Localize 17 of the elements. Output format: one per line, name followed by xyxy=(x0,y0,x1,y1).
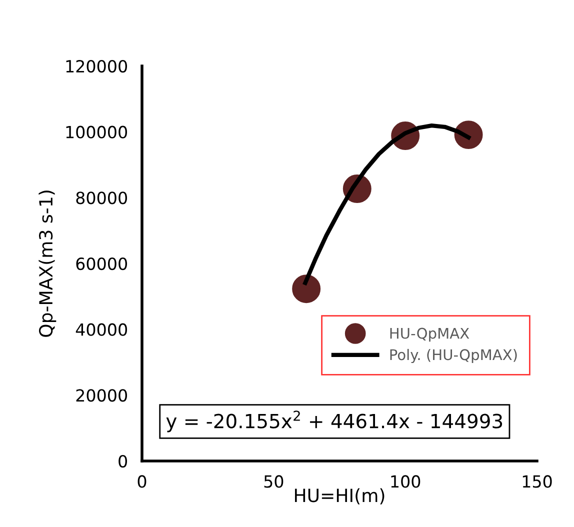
y-tick-label: 40000 xyxy=(76,323,128,336)
y-tick-label: 80000 xyxy=(76,192,128,204)
legend-label: Poly. (HU-QpMAX) xyxy=(390,348,517,364)
point xyxy=(292,274,321,304)
legend-label: HU-QpMAX xyxy=(390,328,470,342)
x-tick-label: 50 xyxy=(264,475,284,488)
x-axis-title: HU=HI(m) xyxy=(295,488,384,504)
y-axis-title: Qp-MAX(m3 s-1) xyxy=(38,190,56,337)
y-tick-label: 0 xyxy=(118,454,128,468)
y-tick-label: 100000 xyxy=(66,126,128,138)
x-tick-label: 150 xyxy=(522,475,552,488)
x-tick-label: 100 xyxy=(391,475,420,488)
y-tick-label: 60000 xyxy=(76,257,128,270)
y-tick-label: 20000 xyxy=(76,389,128,402)
y-tick-label: 120000 xyxy=(66,60,128,73)
x-tick-label: 0 xyxy=(138,475,146,488)
annotation: y = -20.155x$^{2}$ + 4461.4x - 144993 xyxy=(166,410,502,432)
